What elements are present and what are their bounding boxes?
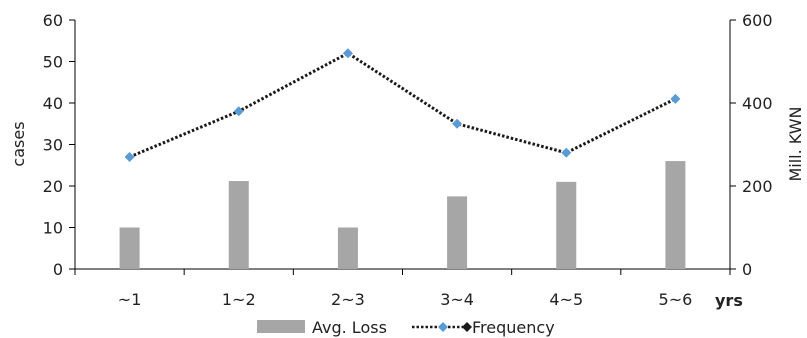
x-tick-label: 3~4 — [440, 290, 474, 309]
line-frequency — [124, 48, 681, 162]
legend-label-frequency: Frequency — [472, 318, 555, 337]
bar-avg-loss — [337, 227, 358, 269]
point-frequency — [233, 106, 244, 117]
right-tick-label: 600 — [742, 11, 773, 30]
point-frequency — [452, 118, 463, 129]
right-axis-title: Mill. KWN — [786, 106, 805, 181]
left-tick-label: 50 — [43, 53, 63, 72]
x-tick-label: 4~5 — [549, 290, 583, 309]
left-tick-label: 0 — [53, 260, 63, 279]
x-tick-label: 2~3 — [331, 290, 365, 309]
left-tick-label: 40 — [43, 94, 63, 113]
legend-swatch-avg-loss — [257, 320, 305, 333]
left-tick-label: 10 — [43, 219, 63, 238]
point-frequency — [670, 93, 681, 104]
left-tick-label: 30 — [43, 136, 63, 155]
x-tick-label: 5~6 — [659, 290, 693, 309]
bar-avg-loss — [665, 161, 686, 269]
left-tick-label: 60 — [43, 11, 63, 30]
left-tick-label: 20 — [43, 177, 63, 196]
point-frequency — [124, 151, 135, 162]
x-tick-label: ~1 — [118, 290, 142, 309]
legend: Avg. Loss Frequency — [257, 318, 555, 337]
right-tick-label: 400 — [742, 94, 773, 113]
right-axis-ticks: 0 200 400 600 — [730, 11, 773, 279]
bar-avg-loss — [447, 196, 468, 269]
left-axis-title: cases — [9, 121, 28, 166]
right-tick-label: 200 — [742, 177, 773, 196]
right-tick-label: 0 — [742, 260, 752, 279]
line-frequency-path — [129, 51, 677, 159]
x-axis-unit-label: yrs — [715, 291, 743, 310]
axes — [74, 20, 731, 270]
bar-avg-loss — [119, 227, 140, 269]
bar-avg-loss — [228, 181, 249, 269]
legend-marker-frequency-end — [462, 322, 472, 332]
x-axis-tick-labels: ~1 1~2 2~3 3~4 4~5 5~6 — [74, 269, 731, 309]
bars-avg-loss — [119, 161, 686, 269]
x-tick-label: 1~2 — [222, 290, 256, 309]
left-axis-ticks: 0 10 20 30 40 50 60 — [43, 11, 75, 279]
legend-label-avg-loss: Avg. Loss — [312, 318, 387, 337]
point-frequency — [561, 147, 572, 158]
point-frequency — [342, 48, 353, 59]
legend-marker-frequency — [438, 322, 448, 332]
bar-avg-loss — [556, 181, 577, 269]
